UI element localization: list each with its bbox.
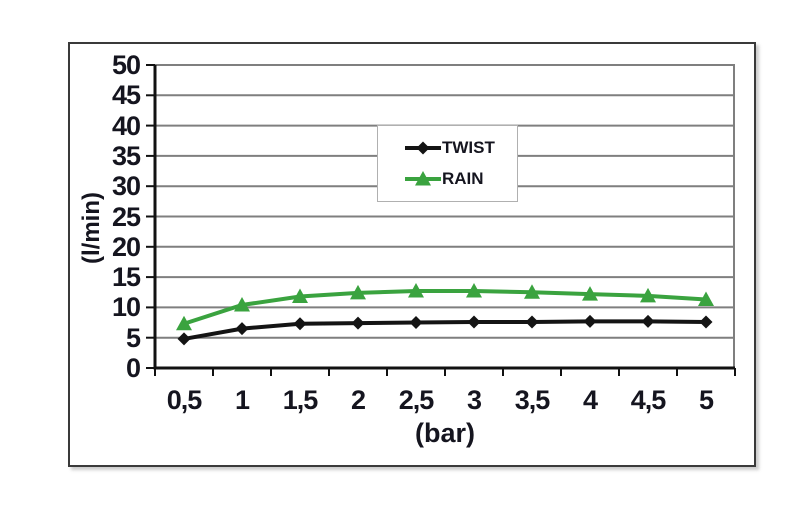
data-point-rain xyxy=(582,286,598,301)
rain-line-triangle-icon xyxy=(405,171,441,186)
data-point-rain xyxy=(466,283,482,298)
legend-key-marker-rain xyxy=(415,171,431,186)
data-point-twist xyxy=(235,322,249,336)
data-point-twist xyxy=(351,316,365,330)
data-point-rain xyxy=(176,315,192,331)
legend: TWIST RAIN xyxy=(377,125,518,202)
data-point-twist xyxy=(699,315,713,329)
legend-label-rain: RAIN xyxy=(442,169,484,189)
data-point-rain xyxy=(640,287,656,303)
legend-key-marker-twist xyxy=(416,141,430,155)
data-point-rain xyxy=(234,296,250,312)
data-point-rain xyxy=(408,283,424,298)
data-point-rain xyxy=(524,284,540,299)
data-point-twist xyxy=(525,315,539,329)
data-point-twist xyxy=(177,332,191,346)
plot-area xyxy=(146,64,736,376)
data-point-twist xyxy=(583,314,597,328)
data-point-twist xyxy=(467,315,481,329)
chart-frame: 0 5 10 15 20 25 30 35 40 45 50 0,5 1 1,5 2 2,5 3 3,5 4 4,5… xyxy=(68,42,756,467)
legend-item-twist: TWIST xyxy=(405,138,517,158)
series-line-rain xyxy=(183,289,707,326)
data-point-rain xyxy=(292,288,308,303)
data-point-twist xyxy=(641,314,655,328)
series-line-twist xyxy=(183,319,707,341)
data-point-rain xyxy=(350,284,366,300)
chart-area: 0 5 10 15 20 25 30 35 40 45 50 0,5 1 1,5 2 2,5 3 3,5 4 4,5… xyxy=(70,44,750,461)
y-axis-title: (l/min) xyxy=(78,192,105,264)
legend-item-rain: RAIN xyxy=(405,169,517,189)
legend-label-twist: TWIST xyxy=(442,137,495,157)
data-point-twist xyxy=(409,316,423,330)
twist-line-diamond-icon xyxy=(405,141,441,155)
data-point-twist xyxy=(293,317,307,331)
x-axis-title: (bar) xyxy=(415,418,475,448)
data-point-rain xyxy=(698,291,714,307)
